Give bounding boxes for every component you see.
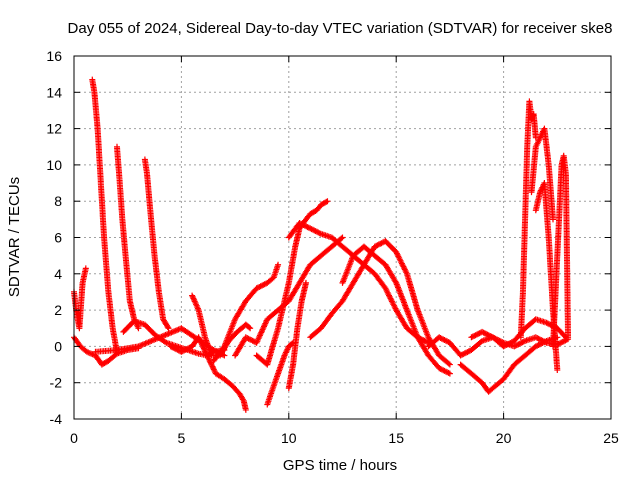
- series-markers: [210, 261, 282, 364]
- series-arc-19: [457, 334, 561, 395]
- series-markers: [89, 76, 120, 355]
- x-tick-label: 5: [178, 430, 186, 446]
- series-arc-3: [89, 76, 120, 355]
- series-markers: [457, 334, 561, 395]
- series-arc-8: [167, 334, 249, 413]
- x-tick-label: 20: [496, 430, 512, 446]
- series-arc-22: [528, 125, 557, 223]
- series-markers: [528, 125, 557, 223]
- series-markers: [517, 98, 539, 341]
- y-axis-title: SDTVAR / TECUs: [6, 177, 23, 297]
- series-markers: [114, 143, 142, 332]
- series-arc-13: [264, 339, 297, 408]
- series-markers: [285, 220, 432, 346]
- chart-title: Day 055 of 2024, Sidereal Day-to-day VTE…: [68, 20, 613, 37]
- y-tick-label: 2: [54, 302, 62, 318]
- y-tick-label: 8: [54, 193, 62, 209]
- x-tick-label: 15: [388, 430, 404, 446]
- y-tick-label: 6: [54, 230, 62, 246]
- y-tick-label: 12: [46, 121, 62, 137]
- series-arc-14: [285, 279, 309, 392]
- series-markers: [339, 243, 453, 377]
- series-markers: [167, 334, 249, 413]
- series-arc-4: [114, 143, 142, 332]
- series-markers: [141, 156, 172, 332]
- x-axis-title: GPS time / hours: [283, 457, 397, 474]
- series-markers: [253, 198, 331, 368]
- series-markers: [285, 279, 309, 392]
- series-arc-17: [339, 243, 453, 377]
- series-arc-21: [517, 98, 539, 341]
- series-arc-10: [210, 261, 282, 364]
- series-markers: [550, 152, 572, 350]
- x-tick-label: 0: [70, 430, 78, 446]
- y-tick-labels: -4 -2 0 2 4 6 8 10 12 14 16: [46, 48, 62, 427]
- y-tick-label: -2: [50, 375, 63, 391]
- series-markers: [264, 339, 297, 408]
- series-arc-12: [253, 198, 331, 368]
- plot-frame: [73, 55, 612, 420]
- x-tick-labels: 0 5 10 15 20 25: [70, 430, 619, 446]
- series-arc-15: [285, 220, 432, 346]
- x-tick-label: 10: [281, 430, 297, 446]
- y-tick-label: 16: [46, 48, 62, 64]
- series-arc-5: [141, 156, 172, 332]
- y-tick-label: -4: [50, 411, 63, 427]
- series-arc-24: [550, 152, 572, 350]
- y-tick-label: 14: [46, 84, 62, 100]
- y-tick-label: 4: [54, 266, 62, 282]
- y-tick-label: 10: [46, 157, 62, 173]
- x-tick-label: 25: [603, 430, 619, 446]
- data-series: [71, 76, 572, 413]
- y-tick-label: 0: [54, 338, 62, 354]
